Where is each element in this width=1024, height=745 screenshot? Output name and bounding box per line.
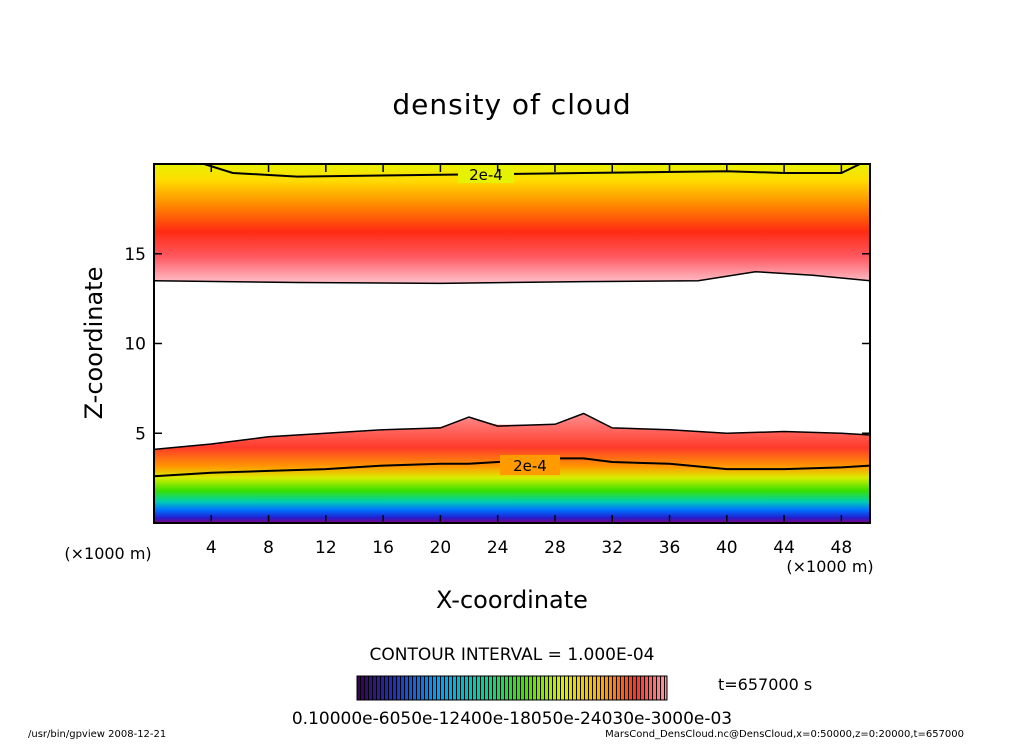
x-tick-label: 40 [716, 538, 738, 558]
y-axis-title: Z-coordinate [80, 267, 108, 420]
colorbar-stripes [357, 676, 667, 700]
y-tick-label: 15 [124, 245, 146, 265]
x-tick-label: 16 [372, 538, 394, 558]
colorbar-labels: 0.10000e-6050e-12400e-18050e-24030e-3000… [292, 709, 732, 729]
contour-label-upper: 2e-4 [469, 166, 503, 184]
contour-interval: CONTOUR INTERVAL = 1.000E-04 [370, 645, 655, 665]
plot-area [154, 164, 870, 523]
y-tick-label: 5 [135, 424, 146, 444]
x-tick-label: 44 [773, 538, 795, 558]
contour-label-bg-upper [458, 165, 514, 183]
x-tick-label: 4 [206, 538, 217, 558]
x-tick-label: 28 [544, 538, 566, 558]
x-tick-label: 36 [659, 538, 681, 558]
time-label: t=657000 s [718, 675, 812, 694]
contour-label-lower: 2e-4 [513, 457, 547, 475]
upper-cloud-layer [154, 164, 870, 284]
x-tick-label: 48 [831, 538, 853, 558]
x-axis-ticks: 4 8 12 16 20 24 28 32 36 40 44 48 [206, 164, 852, 558]
x-tick-label: 24 [487, 538, 509, 558]
footer-left: /usr/bin/gpview 2008-12-21 [28, 729, 166, 740]
contour-label-bg-lower [500, 455, 560, 475]
x-tick-label: 12 [315, 538, 337, 558]
y-tick-label: 10 [124, 335, 146, 355]
colorbar-frame [356, 675, 668, 701]
x-axis-unit: (×1000 m) [786, 557, 873, 576]
footer-right: MarsCond_DensCloud.nc@DensCloud,x=0:5000… [605, 729, 964, 740]
upper-contour-2e-4 [203, 164, 861, 178]
x-axis-title: X-coordinate [436, 586, 588, 614]
y-axis-ticks: 5 10 15 [124, 245, 870, 444]
y-axis-unit: (×1000 m) [64, 544, 151, 563]
x-tick-label: 20 [430, 538, 452, 558]
x-tick-label: 32 [601, 538, 623, 558]
upper-layer-edge [154, 270, 870, 285]
chart-title: density of cloud [392, 88, 631, 121]
x-tick-label: 8 [263, 538, 274, 558]
lower-layer-edge [154, 412, 870, 451]
